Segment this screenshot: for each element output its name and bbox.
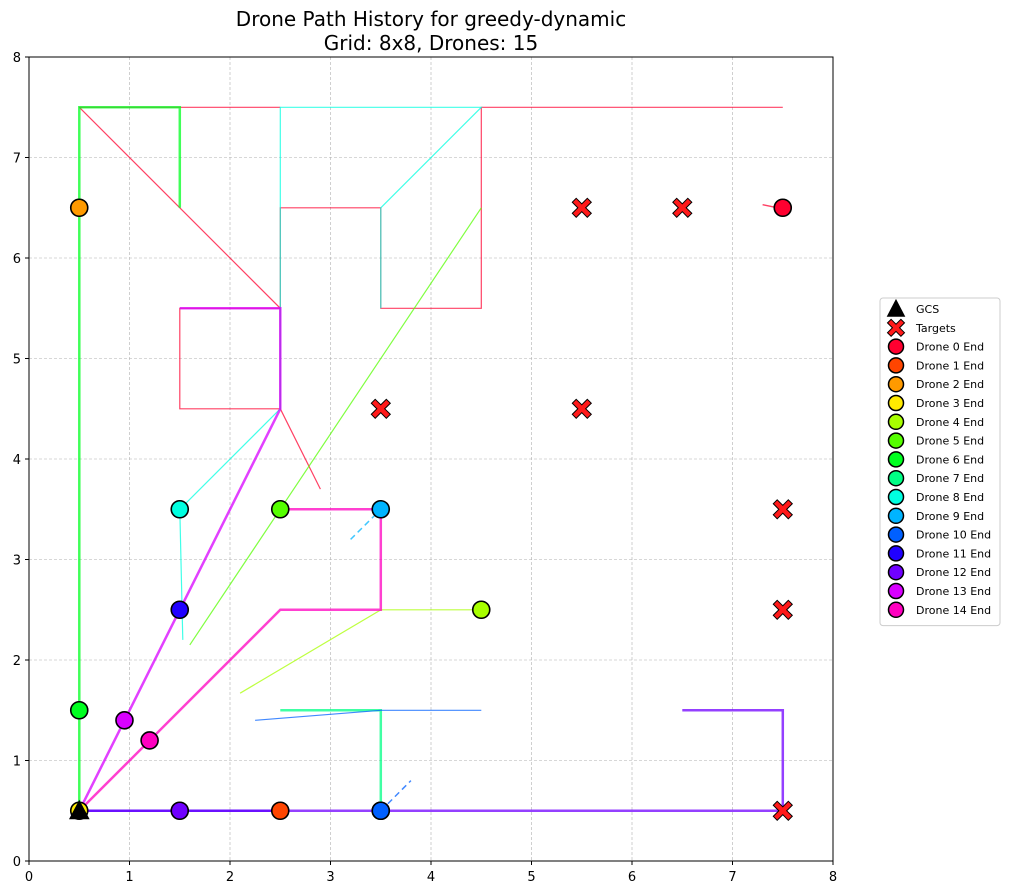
grid-lines (29, 57, 833, 861)
legend-box (879, 297, 1001, 627)
drone-0-end-marker (773, 198, 793, 218)
target-marker (772, 599, 794, 621)
y-tick-label: 2 (13, 654, 21, 669)
drone-6-path (78, 106, 182, 811)
drone-10-path (255, 709, 482, 721)
x-tick-label: 3 (326, 870, 334, 885)
x-tick-label: 4 (427, 870, 435, 885)
legend-label: Drone 12 End (916, 566, 991, 579)
x-tick-label: 7 (728, 870, 736, 885)
legend-label: Drone 13 End (916, 585, 991, 598)
legend-label: Drone 7 End (916, 472, 984, 485)
drone-5-path (189, 207, 482, 646)
legend-drone-symbol (887, 563, 905, 581)
drone-5-end-marker (270, 499, 290, 519)
x-tick-label: 0 (25, 870, 33, 885)
legend-drone-symbol (887, 432, 905, 449)
legend-target-symbol (886, 318, 906, 338)
target-marker (571, 197, 593, 219)
legend-label: Drone 4 End (916, 416, 984, 429)
legend-drone-symbol (887, 545, 905, 562)
drone-10-end-marker (371, 801, 391, 821)
legend-label: Drone 2 End (916, 378, 984, 391)
axis-ticks: 0 1 2 3 4 5 6 7 8 0 1 2 3 4 5 6 7 8 (13, 51, 837, 885)
legend-label: Drone 10 End (916, 529, 991, 542)
target-marker (571, 398, 593, 420)
y-tick-label: 8 (13, 51, 21, 66)
y-tick-label: 4 (13, 453, 21, 468)
legend-drone-symbol (887, 582, 905, 600)
target-marker (772, 800, 794, 822)
drone-8-end-marker (170, 499, 190, 519)
legend-drone-symbol (887, 413, 905, 431)
y-tick-label: 3 (13, 554, 21, 569)
y-tick-label: 6 (13, 252, 21, 267)
legend: GCS Targets Drone 0 End Drone 1 End Drone 2 … (879, 297, 1001, 627)
target-marker (370, 398, 392, 420)
legend-label: Drone 8 End (916, 491, 984, 504)
x-tick-label: 5 (527, 870, 535, 885)
drone-14-path (78, 508, 383, 812)
legend-label: Drone 9 End (916, 510, 984, 523)
drone-14-end-marker (140, 731, 159, 750)
legend-drone-symbol (887, 488, 905, 506)
drone-0-path (78, 106, 321, 490)
legend-label: Drone 5 End (916, 435, 984, 448)
legend-label: Drone 14 End (916, 604, 991, 617)
legend-gcs-symbol (886, 298, 906, 317)
chart-subtitle: Grid: 8x8, Drones: 15 (324, 31, 538, 55)
legend-label: Drone 1 End (916, 359, 984, 372)
drone-4-end-marker (471, 600, 491, 620)
legend-drone-symbol (887, 526, 905, 543)
chart-title: Drone Path History for greedy-dynamic (236, 7, 626, 31)
drone-6-end-marker (69, 700, 89, 720)
legend-label: GCS (916, 303, 939, 316)
x-tick-label: 6 (628, 870, 636, 885)
x-tick-label: 1 (125, 870, 133, 885)
drone-2-end-marker (69, 198, 89, 218)
drone-9-end-marker (371, 499, 391, 519)
legend-drone-symbol (887, 451, 905, 468)
legend-drone-symbol (887, 357, 905, 374)
legend-drone-symbol (887, 601, 905, 619)
drone-8-path (179, 106, 483, 640)
x-tick-label: 8 (829, 870, 837, 885)
legend-drone-symbol (887, 375, 905, 393)
drone-10-path (380, 780, 412, 812)
chart-markers (68, 197, 794, 822)
y-tick-label: 7 (13, 152, 21, 167)
target-marker (772, 499, 794, 520)
drone-4-path (239, 609, 482, 694)
legend-label: Drone 6 End (916, 453, 984, 466)
drone-1-end-marker (270, 801, 290, 821)
legend-label: Drone 3 End (916, 397, 984, 410)
legend-drone-symbol (887, 507, 905, 525)
x-tick-label: 2 (226, 870, 234, 885)
gcs-marker (68, 799, 90, 820)
legend-label: Targets (915, 322, 956, 335)
legend-label: Drone 0 End (916, 341, 984, 354)
legend-label: Drone 11 End (916, 547, 991, 560)
legend-drone-symbol (887, 394, 905, 412)
y-tick-label: 0 (13, 855, 21, 870)
drone-11-end-marker (170, 600, 190, 620)
legend-drone-symbol (887, 469, 905, 487)
y-tick-label: 1 (13, 755, 21, 770)
drone-13-end-marker (115, 710, 134, 730)
y-tick-label: 5 (13, 353, 21, 368)
drone-12-path (79, 709, 785, 813)
drone-12-end-marker (170, 801, 190, 821)
target-marker (672, 197, 693, 219)
legend-drone-symbol (887, 338, 905, 355)
